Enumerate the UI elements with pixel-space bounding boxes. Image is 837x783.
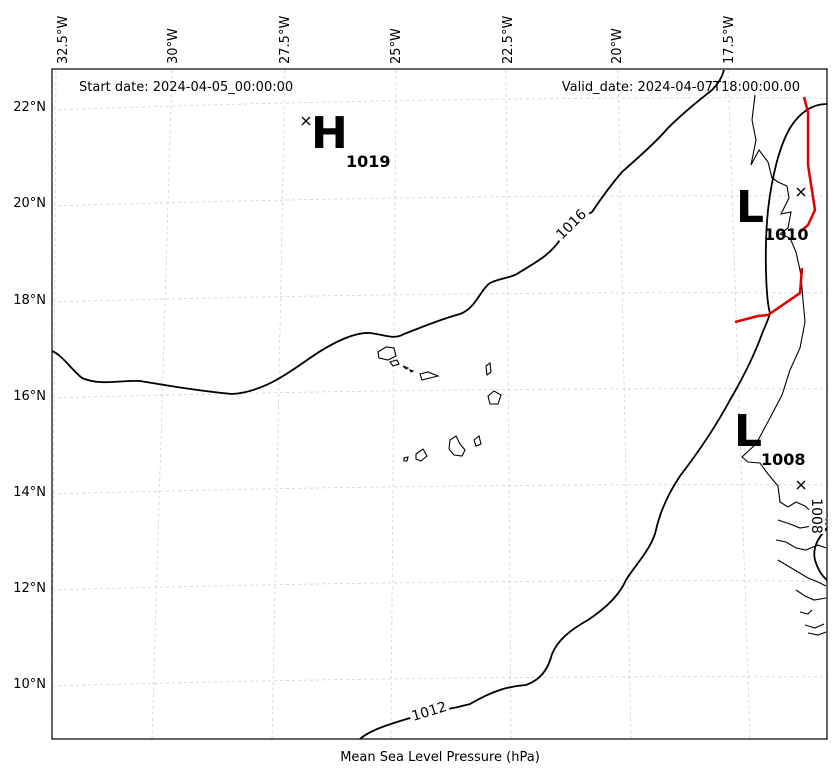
lon-tick-label: 30°W bbox=[166, 28, 181, 64]
isobar-label-1012: 1012 bbox=[410, 699, 449, 725]
isobar-label-1008: 1008 bbox=[808, 498, 824, 534]
lon-tick-labels: 32.5°W 30°W 27.5°W 25°W 22.5°W 20°W 17.5… bbox=[56, 16, 737, 64]
coastline-africa bbox=[741, 94, 827, 636]
isobars bbox=[51, 69, 828, 740]
lat-tick-label: 22°N bbox=[13, 100, 46, 115]
pressure-centers: H 1019 L 1010 L 1008 bbox=[301, 108, 809, 490]
valid-date-label: Valid_date: 2024-04-07T18:00:00.00 bbox=[562, 80, 800, 95]
lat-tick-label: 12°N bbox=[13, 581, 46, 596]
low-value-north: 1010 bbox=[764, 225, 809, 244]
center-cross-icon bbox=[796, 480, 806, 490]
cape-verde-islands bbox=[377, 346, 502, 462]
lat-tick-label: 20°N bbox=[13, 196, 46, 211]
high-letter: H bbox=[311, 108, 348, 159]
isobar-1008 bbox=[813, 527, 828, 581]
lon-tick-label: 32.5°W bbox=[56, 16, 71, 64]
low-center-south: L 1008 bbox=[734, 406, 806, 490]
lat-tick-labels: 22°N 20°N 18°N 16°N 14°N 12°N 10°N bbox=[13, 100, 46, 692]
lon-tick-label: 25°W bbox=[389, 28, 404, 64]
isobar-1016 bbox=[51, 69, 725, 395]
lon-tick-label: 17.5°W bbox=[722, 16, 737, 64]
lat-tick-label: 16°N bbox=[13, 389, 46, 404]
isobar-1016-east bbox=[764, 103, 828, 314]
lon-tick-label: 27.5°W bbox=[278, 16, 293, 64]
map-frame bbox=[51, 68, 828, 740]
lon-tick-label: 20°W bbox=[610, 28, 625, 64]
center-cross-icon bbox=[301, 116, 311, 126]
start-date-label: Start date: 2024-04-05_00:00:00 bbox=[79, 80, 293, 95]
high-center: H 1019 bbox=[301, 108, 391, 171]
front-south bbox=[734, 267, 804, 324]
lat-tick-label: 14°N bbox=[13, 485, 46, 500]
isobar-1012 bbox=[359, 312, 771, 740]
lat-tick-label: 18°N bbox=[13, 293, 46, 308]
map-caption: Mean Sea Level Pressure (hPa) bbox=[340, 750, 540, 765]
high-value: 1019 bbox=[346, 152, 391, 171]
low-letter-north: L bbox=[736, 182, 764, 233]
graticule bbox=[51, 69, 828, 740]
low-letter-south: L bbox=[734, 406, 762, 457]
center-cross-icon bbox=[796, 187, 806, 197]
lon-tick-label: 22.5°W bbox=[501, 16, 516, 64]
fronts bbox=[734, 96, 817, 324]
low-center-north: L 1010 bbox=[736, 182, 809, 244]
lat-tick-label: 10°N bbox=[13, 677, 46, 692]
low-value-south: 1008 bbox=[761, 450, 806, 469]
front-north bbox=[799, 96, 817, 233]
